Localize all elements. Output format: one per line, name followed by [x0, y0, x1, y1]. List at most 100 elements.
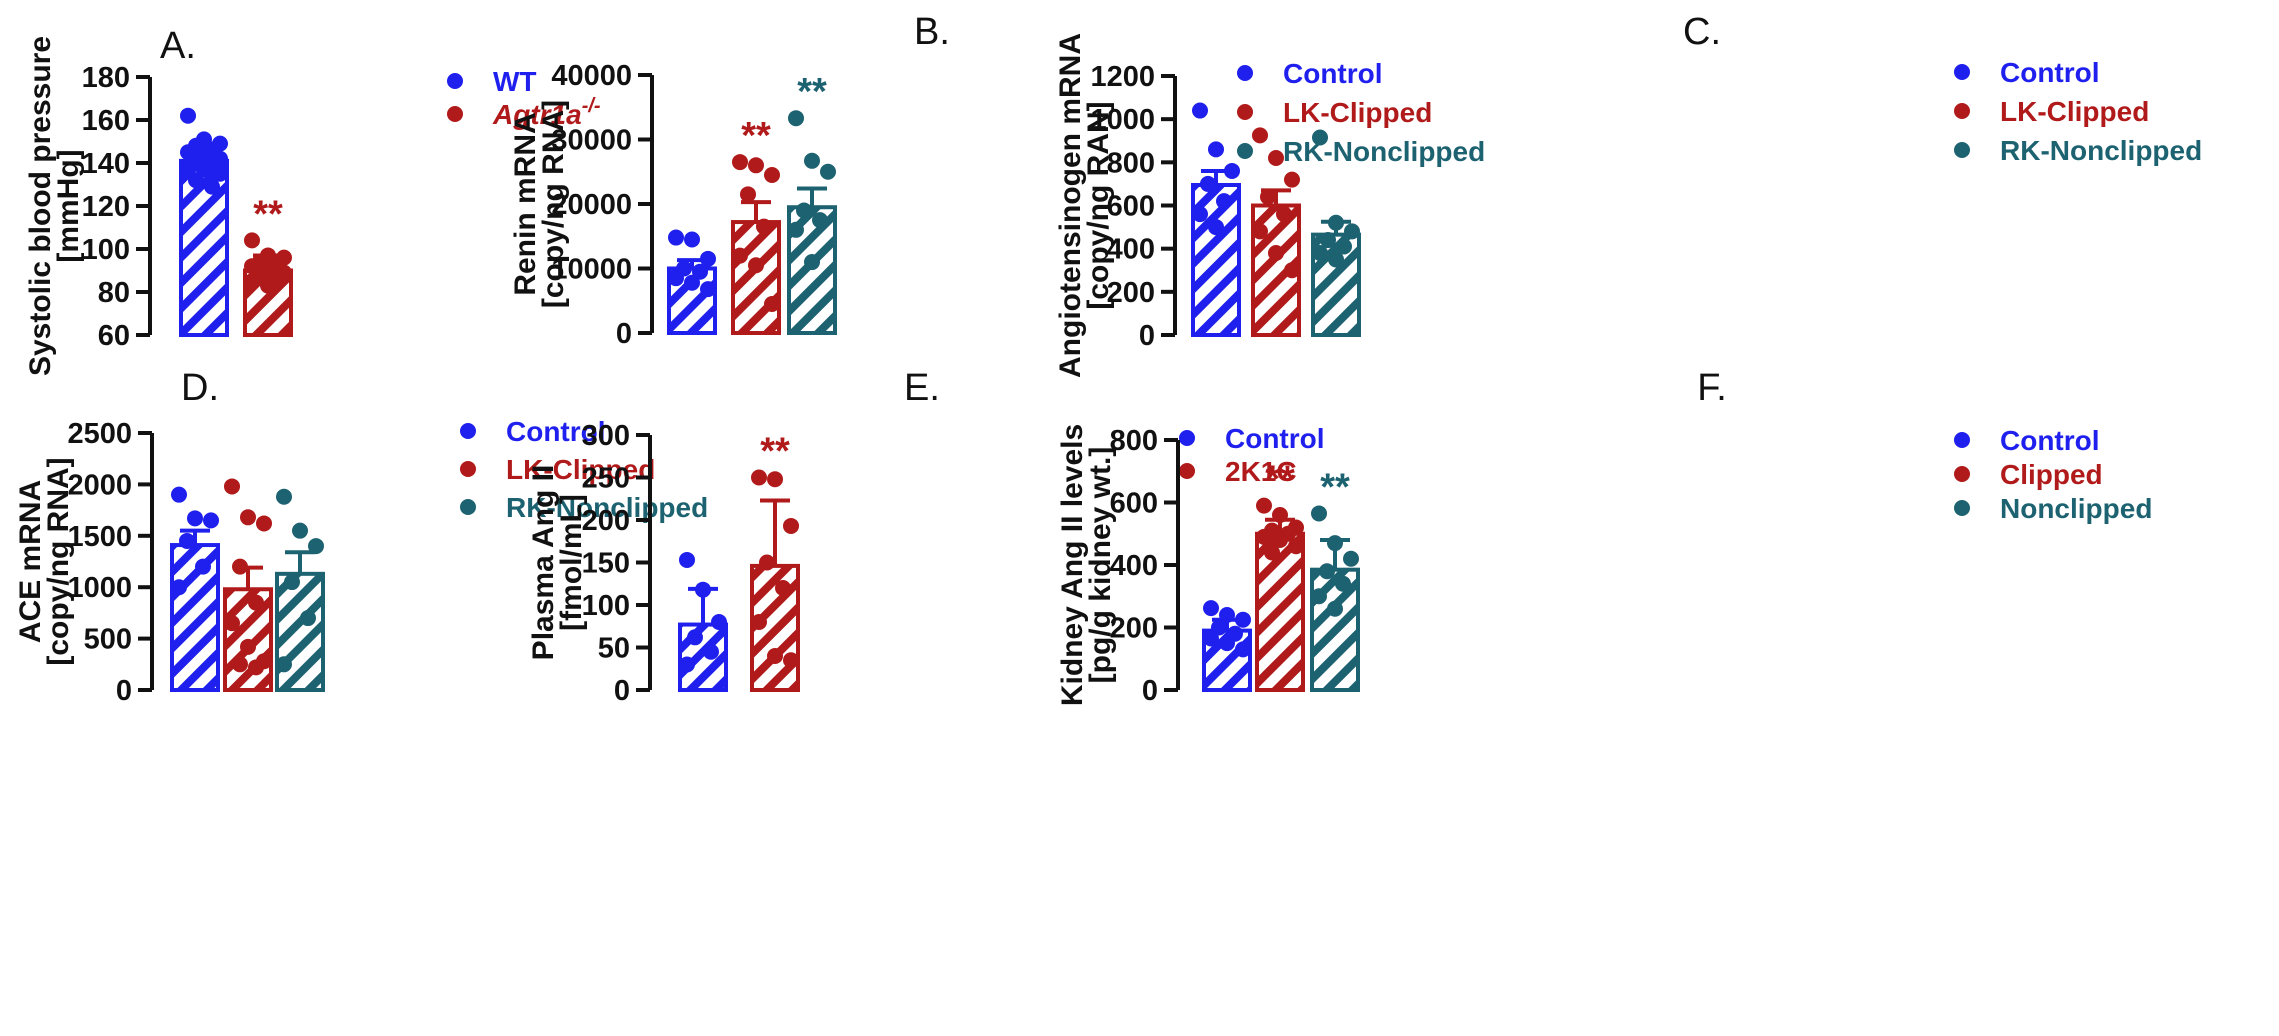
legend-label: RK-Nonclipped [506, 492, 708, 523]
significance-stars: ** [797, 71, 827, 113]
data-point [1327, 535, 1343, 552]
panel-d: D.ACE mRNA[copy/ng RNA]05001000150020002… [14, 367, 708, 707]
data-point [775, 580, 791, 596]
y-tick-label: 0 [1139, 320, 1155, 352]
data-point [1272, 507, 1288, 523]
data-point [1335, 575, 1351, 592]
data-point [232, 656, 248, 673]
bar [731, 220, 781, 335]
legend-marker [1954, 432, 1970, 448]
y-tick-label: 0 [614, 675, 630, 707]
bar [275, 571, 325, 692]
data-point [248, 659, 264, 676]
data-point [187, 510, 203, 527]
legend-label: Nonclipped [2000, 493, 2152, 524]
y-tick-label: 140 [82, 148, 130, 180]
y-axis-label: [fmol/mL] [555, 494, 588, 631]
legend-label: Control [1225, 423, 1325, 454]
data-point [820, 163, 836, 180]
legend-marker [1237, 143, 1253, 159]
data-point [1219, 635, 1235, 652]
data-point [1235, 611, 1251, 628]
panel-letter: C. [1683, 11, 1721, 53]
y-tick-label: 400 [1110, 550, 1158, 582]
data-point [1224, 162, 1240, 179]
data-point [684, 274, 700, 291]
y-tick-label: 200 [582, 505, 630, 537]
series-clipped: ** [1255, 459, 1305, 692]
y-tick-label: 1000 [1090, 104, 1155, 136]
data-point [180, 107, 196, 124]
legend-marker [1954, 500, 1970, 516]
legend-label: Agtr1a-/- [492, 95, 601, 130]
data-point [292, 522, 308, 539]
panel-letter: E. [904, 367, 940, 409]
data-point [812, 212, 828, 229]
legend-label: Control [2000, 425, 2100, 456]
data-point [1284, 262, 1300, 279]
legend-marker [1954, 103, 1970, 119]
legend-label: 2K1C [1225, 456, 1297, 487]
y-tick-label: 200 [1110, 613, 1158, 645]
y-tick-label: 0 [1142, 675, 1158, 707]
data-point [240, 509, 256, 526]
data-point [767, 471, 783, 488]
data-point [204, 178, 220, 195]
data-point [1200, 175, 1216, 192]
y-axis-label: [copy/ng RAN] [1082, 101, 1115, 309]
data-point [1276, 206, 1292, 223]
data-point [1216, 193, 1232, 210]
y-axis-label: Renin mRNA [509, 112, 542, 295]
data-point [232, 558, 248, 575]
y-axis-label: Angiotensinogen mRNA [1054, 33, 1087, 378]
y-tick-label: 50 [598, 633, 630, 665]
data-point [804, 254, 820, 271]
data-point [788, 221, 804, 238]
data-point [1264, 544, 1280, 561]
data-point [1320, 232, 1336, 249]
data-point [668, 229, 684, 246]
y-axis-label: Kidney Ang II levels [1056, 424, 1089, 706]
series-control [667, 229, 717, 335]
series-rk-nonclipped [1311, 129, 1361, 337]
data-point [244, 273, 260, 290]
y-axis-label: ACE mRNA [14, 480, 47, 643]
series-wt [179, 107, 229, 337]
panel-letter: A. [160, 25, 196, 67]
data-point [276, 488, 292, 505]
data-point [1319, 563, 1335, 580]
series-rk-nonclipped [275, 488, 325, 692]
data-point [711, 614, 727, 630]
data-point [260, 277, 276, 294]
y-tick-label: 800 [1107, 147, 1155, 179]
legend-marker [447, 106, 463, 122]
data-point [695, 581, 711, 598]
data-point [240, 638, 256, 655]
series-control [1191, 102, 1241, 337]
y-axis-label: [mmHg] [52, 149, 85, 262]
data-point [679, 551, 695, 568]
data-point [1312, 244, 1328, 261]
data-point [1288, 538, 1304, 555]
data-point [732, 247, 748, 264]
data-point [1252, 223, 1268, 240]
data-point [692, 263, 708, 280]
data-point [1235, 641, 1251, 658]
data-point [1336, 238, 1352, 255]
data-point [679, 656, 695, 673]
data-point [1256, 497, 1272, 514]
data-point [1252, 127, 1268, 144]
data-point [1272, 532, 1288, 548]
y-tick-label: 160 [82, 105, 130, 137]
data-point [1256, 528, 1272, 545]
data-point [1284, 171, 1300, 188]
legend-label: Clipped [2000, 459, 2103, 490]
legend-label: RK-Nonclipped [2000, 135, 2202, 166]
data-point [756, 218, 772, 235]
data-point [1343, 550, 1359, 567]
legend-marker [460, 499, 476, 515]
series-control [1202, 600, 1252, 692]
y-tick-label: 1000 [67, 572, 132, 604]
legend-label: WT [493, 66, 537, 97]
